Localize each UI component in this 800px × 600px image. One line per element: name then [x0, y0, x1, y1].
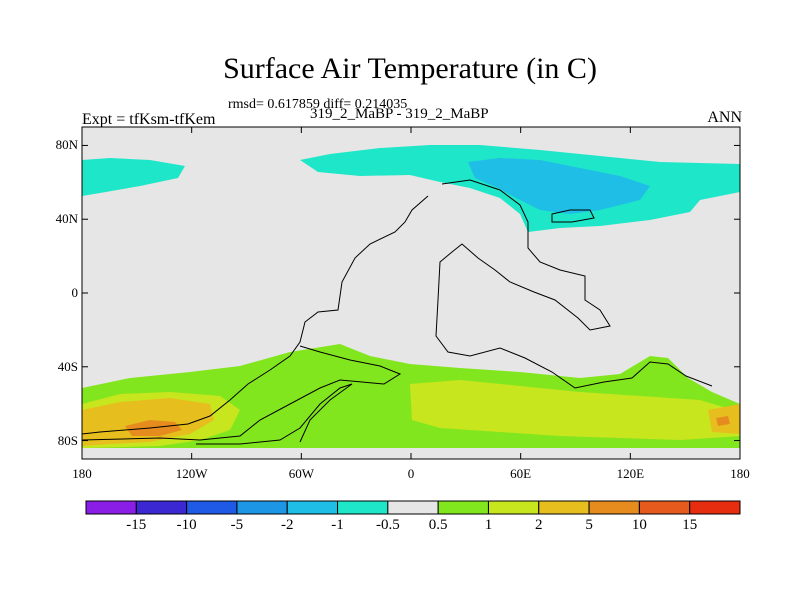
- colorbar-swatch: [387, 500, 439, 515]
- colorbar-swatch: [286, 500, 339, 515]
- continent-outline-west: [81, 195, 429, 435]
- colorbar-label: -0.5: [375, 517, 400, 533]
- colorbar-swatch: [236, 500, 288, 515]
- colorbar-label: -2: [280, 517, 294, 533]
- stats-subtitle: rmsd= 0.617859 diff= 0.214035: [228, 97, 408, 112]
- colorbar-swatch: [588, 500, 640, 515]
- colorbar-swatch: [85, 500, 137, 515]
- continent-outline-south: [81, 345, 402, 441]
- lon-tick-label: 180: [72, 466, 92, 481]
- colorbar-label: 10: [631, 517, 647, 533]
- chart-title: Surface Air Temperature (in C): [223, 52, 597, 85]
- colorbar-label: -1: [331, 517, 344, 533]
- lat-tick-label: 80N: [55, 137, 78, 153]
- south-warmest-west: [82, 398, 740, 446]
- colorbar-swatch: [638, 500, 691, 515]
- colorbar-swatch: [135, 500, 188, 515]
- colorbar-label: 15: [682, 517, 698, 533]
- lon-tick-label: 60W: [288, 466, 314, 481]
- north-cold-west: [82, 158, 185, 196]
- colorbar-swatch: [186, 500, 238, 515]
- tick-marks: [81, 127, 741, 459]
- colorbar-swatch: [538, 500, 590, 515]
- lat-tick-label: 40S: [57, 358, 78, 374]
- experiment-label: Expt = tfKsm-tfKem: [82, 111, 216, 128]
- lon-tick-label: 120E: [616, 466, 645, 481]
- lon-tick-label: 60E: [510, 466, 532, 481]
- lon-tick-label: 180: [730, 466, 750, 481]
- colorbar-swatch: [689, 500, 741, 515]
- case-label: 319_2_MaBP - 319_2_MaBP: [310, 106, 489, 122]
- lat-tick-label: 40N: [55, 211, 78, 227]
- lon-tick-label: 120W: [175, 466, 208, 481]
- colorbar-label: -10: [176, 517, 197, 533]
- colorbar-label: -5: [230, 517, 244, 533]
- colorbar-label: 1: [484, 517, 493, 533]
- lat-tick-label: 0: [71, 285, 79, 300]
- lat-tick-label: 80S: [57, 432, 78, 448]
- colorbar-label: 5: [585, 517, 593, 533]
- colorbar: [85, 500, 741, 515]
- antarctic-outline: [196, 383, 353, 445]
- north-colder-core: [468, 158, 650, 214]
- colorbar-label: 2: [535, 517, 543, 533]
- colorbar-swatch: [487, 500, 540, 515]
- small-island-outline: [551, 209, 595, 223]
- colorbar-swatch: [337, 500, 389, 515]
- lon-tick-label: 0: [407, 466, 415, 481]
- season-label: ANN: [707, 109, 742, 126]
- colorbar-label: 0.5: [428, 517, 448, 533]
- colorbar-label: -15: [126, 517, 147, 533]
- south-warmer-band: [82, 380, 740, 448]
- continent-outline-north: [435, 179, 713, 389]
- colorbar-swatch: [437, 500, 489, 515]
